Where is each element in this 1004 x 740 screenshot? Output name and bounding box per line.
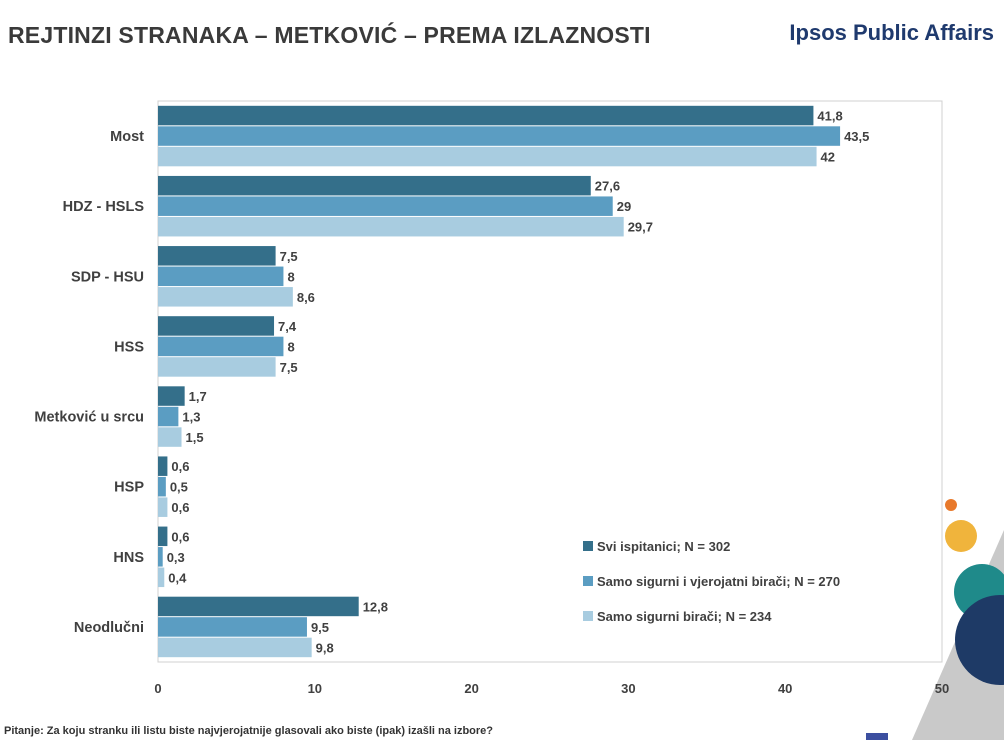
data-label-series-2: 1,3 [182, 410, 200, 425]
legend-swatch-series-3 [583, 611, 593, 621]
bar-series-3 [158, 497, 168, 517]
data-label-series-3: 42 [821, 150, 835, 165]
brand-logo-text: Ipsos Public Affairs [789, 20, 994, 45]
bar-series-1 [158, 175, 591, 196]
bar-series-3 [158, 427, 182, 447]
data-label-series-1: 0,6 [171, 459, 189, 474]
data-label-series-3: 9,8 [316, 640, 334, 655]
legend-item-series-2: Samo sigurni i vjerojatni birači; N = 27… [583, 572, 840, 590]
bar-series-2 [158, 126, 841, 146]
bar-series-1 [158, 456, 168, 476]
chart-legend: Svi ispitanici; N = 302 Samo sigurni i v… [583, 537, 840, 642]
legend-item-series-1: Svi ispitanici; N = 302 [583, 537, 840, 555]
category-label: SDP - HSU [71, 269, 144, 285]
data-label-series-3: 0,6 [171, 500, 189, 515]
category-label: Neodlučni [74, 620, 144, 636]
x-tick-label: 0 [154, 681, 161, 696]
x-tick-label: 10 [308, 681, 322, 696]
x-tick-label: 30 [621, 681, 635, 696]
deco-navy-square [866, 733, 888, 740]
bar-series-3 [158, 216, 624, 237]
x-tick-label: 50 [935, 681, 949, 696]
plot-area-border [157, 100, 943, 663]
data-label-series-3: 29,7 [628, 220, 653, 235]
data-label-series-1: 27,6 [595, 179, 620, 194]
category-label: HSP [114, 480, 144, 496]
data-label-series-2: 29 [617, 199, 631, 214]
data-label-series-1: 7,4 [278, 319, 297, 334]
legend-label-series-3: Samo sigurni birači; N = 234 [597, 608, 772, 624]
bar-series-1 [158, 596, 359, 617]
data-label-series-1: 12,8 [363, 599, 388, 614]
bar-series-3 [158, 637, 312, 658]
category-label: Most [110, 129, 144, 145]
data-label-series-3: 7,5 [280, 360, 298, 375]
deco-yellow-circle [945, 520, 977, 552]
x-tick-label: 20 [464, 681, 478, 696]
question-footnote: Pitanje: Za koju stranku ili listu biste… [4, 725, 494, 737]
category-label: Metković u srcu [34, 410, 144, 426]
data-label-series-1: 0,6 [171, 529, 189, 544]
bar-series-2 [158, 196, 613, 216]
bar-series-3 [158, 567, 165, 588]
data-label-series-1: 1,7 [189, 389, 207, 404]
bar-series-2 [158, 336, 284, 357]
data-label-series-2: 8 [287, 269, 294, 284]
category-label: HNS [113, 550, 144, 566]
data-label-series-1: 41,8 [817, 109, 842, 124]
data-label-series-2: 9,5 [311, 620, 329, 635]
legend-swatch-series-2 [583, 576, 593, 586]
bar-series-1 [158, 246, 276, 266]
x-tick-label: 40 [778, 681, 792, 696]
deco-navy-circle [955, 595, 1004, 685]
category-label: HDZ - HSLS [63, 199, 145, 215]
data-label-series-2: 43,5 [844, 129, 869, 144]
page-title: REJTINZI STRANAKA – METKOVIĆ – PREMA IZL… [8, 22, 651, 48]
data-label-series-1: 7,5 [280, 249, 298, 264]
bar-series-3 [158, 357, 276, 377]
data-label-series-2: 8 [287, 339, 294, 354]
bar-series-2 [158, 617, 307, 637]
data-label-series-3: 0,4 [168, 570, 187, 585]
data-label-series-2: 0,5 [170, 480, 188, 495]
deco-orange-dot [945, 499, 957, 511]
data-label-series-3: 1,5 [186, 430, 204, 445]
data-label-series-3: 8,6 [297, 290, 315, 305]
data-label-series-2: 0,3 [167, 550, 185, 565]
bar-series-2 [158, 266, 284, 287]
bar-series-3 [158, 287, 293, 307]
legend-item-series-3: Samo sigurni birači; N = 234 [583, 607, 840, 625]
bar-series-2 [158, 406, 179, 427]
category-label: HSS [114, 339, 144, 355]
legend-swatch-series-1 [583, 541, 593, 551]
bar-series-3 [158, 146, 817, 167]
bar-series-2 [158, 476, 166, 497]
bar-series-1 [158, 105, 814, 126]
bar-series-1 [158, 386, 185, 406]
bar-series-2 [158, 547, 163, 567]
legend-label-series-1: Svi ispitanici; N = 302 [597, 538, 731, 554]
bar-series-1 [158, 526, 168, 547]
bar-series-1 [158, 316, 275, 336]
legend-label-series-2: Samo sigurni i vjerojatni birači; N = 27… [597, 573, 841, 589]
